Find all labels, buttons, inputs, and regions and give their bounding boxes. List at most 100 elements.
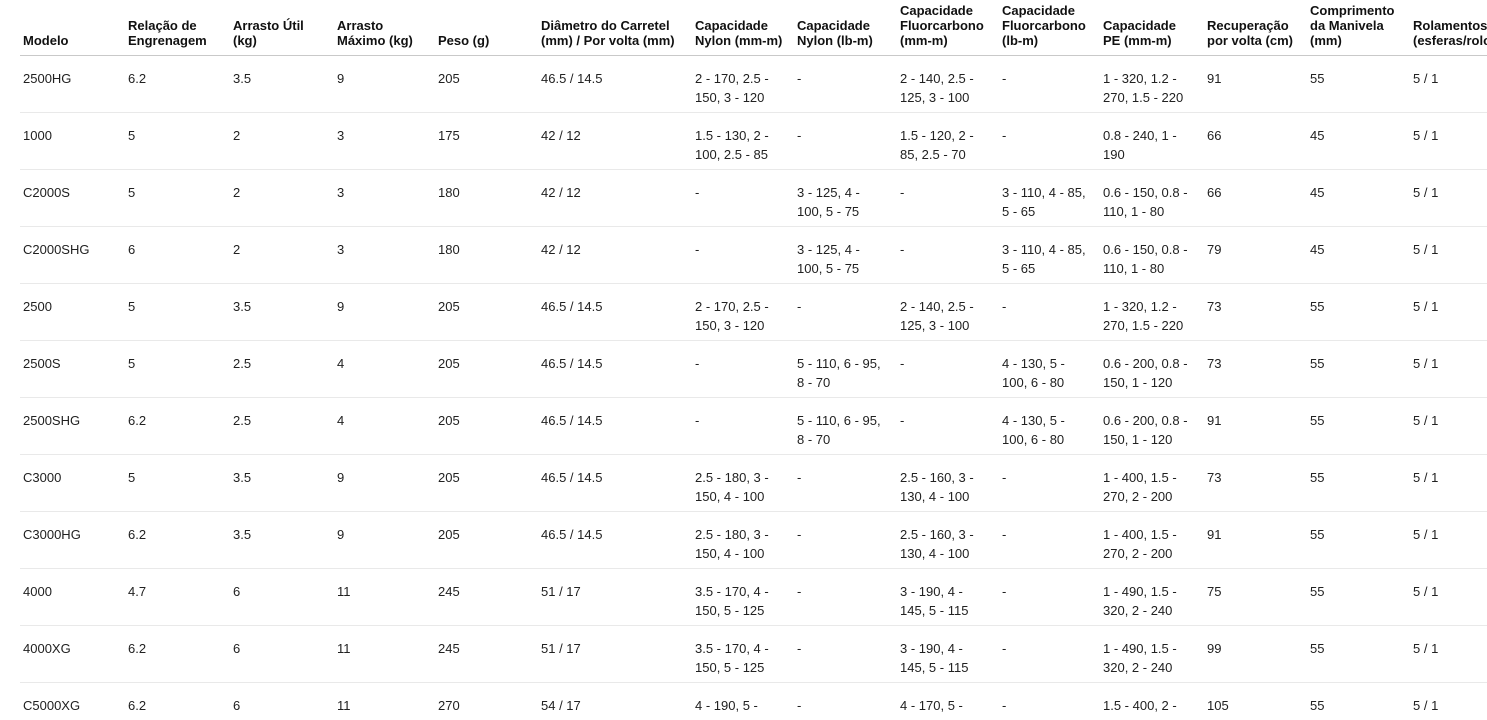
spec-cell: 46.5 / 14.5 [538,511,692,569]
spec-cell: 73 [1204,340,1307,398]
model-cell: 4000XG [20,625,125,683]
header-row: Modelo Relação de Engrenagem Arrasto Útil … [20,0,1487,56]
spec-cell: 91 [1204,511,1307,569]
spec-cell: 99 [1204,625,1307,683]
spec-cell: 2.5 [230,340,334,398]
spec-cell: 75 [1204,568,1307,626]
spec-cell: 51 / 17 [538,568,692,626]
spec-cell: 270 [435,682,538,720]
spec-cell: 3 - 190, 4 - 145, 5 - 115 [897,568,999,626]
spec-cell: 1 - 320, 1.2 - 270, 1.5 - 220 [1100,283,1204,341]
spec-cell: 55 [1307,568,1410,626]
column-header: Capacidade Fluorcarbono (lb-m) [999,0,1100,56]
column-header: Capacidade PE (mm-m) [1100,0,1204,56]
spec-cell: 9 [334,511,435,569]
spec-cell: 66 [1204,112,1307,170]
spec-cell: 180 [435,169,538,227]
spec-cell: 51 / 17 [538,625,692,683]
spec-cell: 205 [435,340,538,398]
spec-cell: 5 [125,454,230,512]
spec-cell: - [692,226,794,284]
spec-cell: 46.5 / 14.5 [538,283,692,341]
spec-cell: 4.7 [125,568,230,626]
spec-cell: - [692,397,794,455]
spec-cell: 55 [1307,283,1410,341]
table-body: 2500HG 6.2 3.5 9 205 46.5 / 14.5 2 - 170, 2.5 … [20,55,1487,720]
model-cell: 1000 [20,112,125,170]
spec-cell: 54 / 17 [538,682,692,720]
spec-cell: 1.5 - 130, 2 - 100, 2.5 - 85 [692,112,794,170]
spec-cell: 5 / 1 [1410,625,1487,683]
spec-cell: 0.8 - 240, 1 - 190 [1100,112,1204,170]
model-cell: 4000 [20,568,125,626]
spec-cell: 180 [435,226,538,284]
spec-cell: - [999,112,1100,170]
model-cell: 2500 [20,283,125,341]
spec-cell: 6.2 [125,397,230,455]
column-header: Diâmetro do Carretel (mm) / Por volta (m… [538,0,692,56]
spec-cell: 42 / 12 [538,169,692,227]
column-header: Capacidade Nylon (lb-m) [794,0,897,56]
spec-cell: 55 [1307,511,1410,569]
specs-table: Modelo Relação de Engrenagem Arrasto Útil … [20,0,1487,720]
spec-cell: - [897,340,999,398]
spec-cell: 105 [1204,682,1307,720]
spec-cell: 5 [125,340,230,398]
spec-cell: 5 / 1 [1410,226,1487,284]
spec-cell: 1.5 - 120, 2 - 85, 2.5 - 70 [897,112,999,170]
spec-cell: 245 [435,568,538,626]
spec-cell: 79 [1204,226,1307,284]
model-cell: C2000SHG [20,226,125,284]
spec-cell: 6.2 [125,55,230,113]
spec-cell: 2 - 170, 2.5 - 150, 3 - 120 [692,283,794,341]
model-cell: C3000HG [20,511,125,569]
spec-cell: 5 / 1 [1410,397,1487,455]
spec-cell: - [999,454,1100,512]
column-header: Modelo [20,0,125,56]
column-header: Relação de Engrenagem [125,0,230,56]
spec-cell: - [999,55,1100,113]
spec-cell: - [999,511,1100,569]
spec-cell: - [794,625,897,683]
spec-cell: 1 - 490, 1.5 - 320, 2 - 240 [1100,625,1204,683]
spec-cell: 91 [1204,397,1307,455]
column-header: Recuperação por volta (cm) [1204,0,1307,56]
spec-cell: 5 / 1 [1410,568,1487,626]
spec-cell: 0.6 - 200, 0.8 - 150, 1 - 120 [1100,397,1204,455]
spec-cell: 3.5 [230,511,334,569]
spec-cell: 6.2 [125,625,230,683]
spec-cell: 3 [334,226,435,284]
table-row: 1000 5 2 3 175 42 / 12 1.5 - 130, 2 - 100, 2.5… [20,112,1487,170]
spec-cell: 2 - 170, 2.5 - 150, 3 - 120 [692,55,794,113]
table-row: C2000SHG 6 2 3 180 42 / 12-3 - 125, 4 - 100, … [20,226,1487,284]
spec-cell: - [999,283,1100,341]
spec-cell: 5 / 1 [1410,283,1487,341]
spec-cell: 42 / 12 [538,112,692,170]
spec-cell: 11 [334,568,435,626]
spec-cell: 3 - 110, 4 - 85, 5 - 65 [999,226,1100,284]
column-header: Capacidade Nylon (mm-m) [692,0,794,56]
table-row: 2500SHG 6.2 2.5 4 205 46.5 / 14.5-5 - 110, 6 … [20,397,1487,455]
spec-cell: - [794,55,897,113]
table-row: C3000 5 3.5 9 205 46.5 / 14.5 2.5 - 180, 3 - 1… [20,454,1487,512]
column-header: Arrasto Útil (kg) [230,0,334,56]
spec-cell: 4 - 190, 5 - 150, 6 - 125 [692,682,794,720]
spec-cell: 5 / 1 [1410,511,1487,569]
spec-cell: 205 [435,454,538,512]
spec-cell: 5 - 110, 6 - 95, 8 - 70 [794,340,897,398]
table-row: C2000S 5 2 3 180 42 / 12-3 - 125, 4 - 100, 5 … [20,169,1487,227]
spec-cell: 55 [1307,397,1410,455]
spec-cell: - [794,682,897,720]
spec-cell: 55 [1307,340,1410,398]
spec-cell: 4 - 170, 5 - 135, 6 - 115 [897,682,999,720]
table-row: 4000 4.7 6 11 245 51 / 17 3.5 - 170, 4 - 150, … [20,568,1487,626]
spec-cell: - [999,568,1100,626]
spec-cell: 55 [1307,682,1410,720]
spec-cell: 2 - 140, 2.5 - 125, 3 - 100 [897,283,999,341]
column-header: Peso (g) [435,0,538,56]
spec-cell: - [794,454,897,512]
spec-cell: 5 [125,283,230,341]
spec-cell: 205 [435,397,538,455]
